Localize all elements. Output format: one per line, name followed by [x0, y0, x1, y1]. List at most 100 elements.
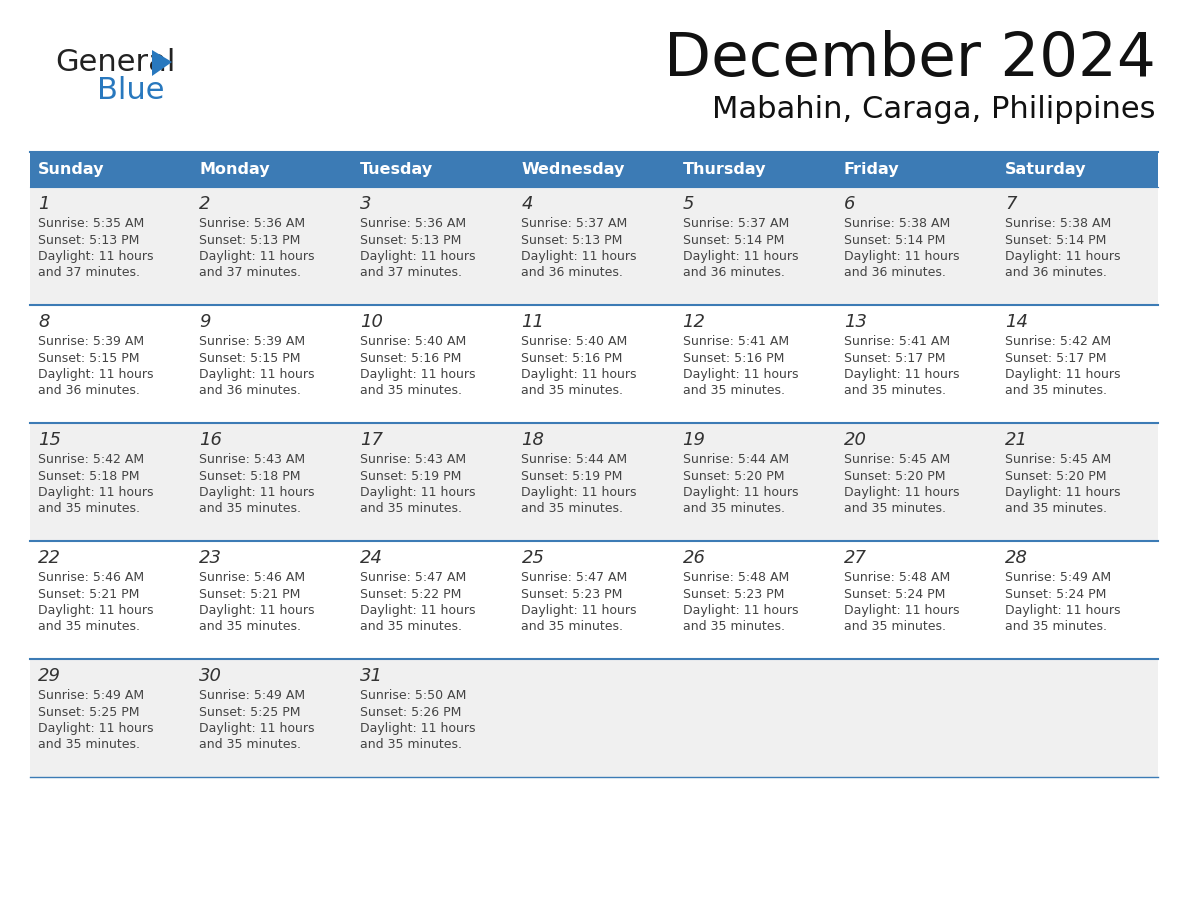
- Bar: [513, 187, 675, 305]
- Text: Sunrise: 5:36 AM: Sunrise: 5:36 AM: [200, 217, 305, 230]
- Bar: [30, 423, 191, 541]
- Text: Sunset: 5:15 PM: Sunset: 5:15 PM: [38, 352, 139, 364]
- Text: Sunset: 5:15 PM: Sunset: 5:15 PM: [200, 352, 301, 364]
- Bar: [675, 423, 835, 541]
- Text: Thursday: Thursday: [683, 162, 766, 177]
- Bar: [353, 152, 513, 187]
- Text: Sunrise: 5:40 AM: Sunrise: 5:40 AM: [522, 335, 627, 348]
- Text: Daylight: 11 hours: Daylight: 11 hours: [843, 486, 959, 499]
- Text: and 36 minutes.: and 36 minutes.: [38, 385, 140, 397]
- Bar: [353, 541, 513, 659]
- Text: 21: 21: [1005, 431, 1028, 449]
- Text: Daylight: 11 hours: Daylight: 11 hours: [843, 368, 959, 381]
- Text: Sunrise: 5:42 AM: Sunrise: 5:42 AM: [38, 453, 144, 466]
- Polygon shape: [152, 50, 172, 76]
- Text: 16: 16: [200, 431, 222, 449]
- Text: Sunrise: 5:41 AM: Sunrise: 5:41 AM: [683, 335, 789, 348]
- Text: Daylight: 11 hours: Daylight: 11 hours: [200, 486, 315, 499]
- Text: Daylight: 11 hours: Daylight: 11 hours: [683, 250, 798, 263]
- Bar: [513, 423, 675, 541]
- Text: Sunset: 5:14 PM: Sunset: 5:14 PM: [683, 233, 784, 247]
- Text: and 35 minutes.: and 35 minutes.: [683, 385, 784, 397]
- Text: and 35 minutes.: and 35 minutes.: [1005, 385, 1107, 397]
- Text: 11: 11: [522, 313, 544, 331]
- Text: 15: 15: [38, 431, 61, 449]
- Text: and 35 minutes.: and 35 minutes.: [38, 502, 140, 516]
- Bar: [30, 187, 191, 305]
- Bar: [30, 305, 191, 423]
- Text: Daylight: 11 hours: Daylight: 11 hours: [38, 250, 153, 263]
- Text: Sunset: 5:18 PM: Sunset: 5:18 PM: [200, 469, 301, 483]
- Text: Sunset: 5:25 PM: Sunset: 5:25 PM: [38, 706, 139, 719]
- Text: Sunset: 5:24 PM: Sunset: 5:24 PM: [843, 588, 946, 600]
- Text: Sunset: 5:13 PM: Sunset: 5:13 PM: [200, 233, 301, 247]
- Text: Friday: Friday: [843, 162, 899, 177]
- Bar: [835, 423, 997, 541]
- Text: Sunrise: 5:49 AM: Sunrise: 5:49 AM: [200, 689, 305, 702]
- Text: Daylight: 11 hours: Daylight: 11 hours: [522, 368, 637, 381]
- Text: 22: 22: [38, 549, 61, 567]
- Text: Daylight: 11 hours: Daylight: 11 hours: [683, 486, 798, 499]
- Text: Sunset: 5:20 PM: Sunset: 5:20 PM: [1005, 469, 1106, 483]
- Text: Daylight: 11 hours: Daylight: 11 hours: [683, 368, 798, 381]
- Text: Sunset: 5:23 PM: Sunset: 5:23 PM: [683, 588, 784, 600]
- Text: 14: 14: [1005, 313, 1028, 331]
- Bar: [997, 305, 1158, 423]
- Text: and 35 minutes.: and 35 minutes.: [360, 385, 462, 397]
- Text: 6: 6: [843, 195, 855, 213]
- Text: Sunset: 5:22 PM: Sunset: 5:22 PM: [360, 588, 462, 600]
- Text: General: General: [55, 48, 176, 77]
- Text: Sunset: 5:16 PM: Sunset: 5:16 PM: [360, 352, 462, 364]
- Text: and 35 minutes.: and 35 minutes.: [200, 621, 301, 633]
- Bar: [513, 659, 675, 777]
- Text: Sunrise: 5:42 AM: Sunrise: 5:42 AM: [1005, 335, 1111, 348]
- Bar: [835, 659, 997, 777]
- Text: Sunrise: 5:49 AM: Sunrise: 5:49 AM: [1005, 571, 1111, 584]
- Text: Sunset: 5:23 PM: Sunset: 5:23 PM: [522, 588, 623, 600]
- Text: Sunrise: 5:37 AM: Sunrise: 5:37 AM: [683, 217, 789, 230]
- Bar: [835, 305, 997, 423]
- Text: 25: 25: [522, 549, 544, 567]
- Text: Daylight: 11 hours: Daylight: 11 hours: [1005, 604, 1120, 617]
- Text: Sunrise: 5:43 AM: Sunrise: 5:43 AM: [360, 453, 467, 466]
- Bar: [997, 659, 1158, 777]
- Bar: [191, 305, 353, 423]
- Text: Sunrise: 5:50 AM: Sunrise: 5:50 AM: [360, 689, 467, 702]
- Text: and 35 minutes.: and 35 minutes.: [1005, 621, 1107, 633]
- Text: Sunrise: 5:46 AM: Sunrise: 5:46 AM: [200, 571, 305, 584]
- Text: Daylight: 11 hours: Daylight: 11 hours: [200, 722, 315, 735]
- Text: 19: 19: [683, 431, 706, 449]
- Text: and 35 minutes.: and 35 minutes.: [522, 502, 624, 516]
- Text: Sunrise: 5:36 AM: Sunrise: 5:36 AM: [360, 217, 467, 230]
- Text: 3: 3: [360, 195, 372, 213]
- Bar: [997, 541, 1158, 659]
- Text: December 2024: December 2024: [664, 30, 1156, 89]
- Text: and 35 minutes.: and 35 minutes.: [200, 738, 301, 752]
- Text: Sunrise: 5:43 AM: Sunrise: 5:43 AM: [200, 453, 305, 466]
- Text: Sunset: 5:26 PM: Sunset: 5:26 PM: [360, 706, 462, 719]
- Text: and 35 minutes.: and 35 minutes.: [522, 621, 624, 633]
- Text: Tuesday: Tuesday: [360, 162, 434, 177]
- Bar: [353, 423, 513, 541]
- Text: and 35 minutes.: and 35 minutes.: [38, 738, 140, 752]
- Bar: [30, 541, 191, 659]
- Text: and 35 minutes.: and 35 minutes.: [38, 621, 140, 633]
- Text: and 35 minutes.: and 35 minutes.: [360, 502, 462, 516]
- Text: Sunrise: 5:47 AM: Sunrise: 5:47 AM: [360, 571, 467, 584]
- Text: Sunset: 5:13 PM: Sunset: 5:13 PM: [360, 233, 462, 247]
- Text: Daylight: 11 hours: Daylight: 11 hours: [38, 722, 153, 735]
- Bar: [353, 659, 513, 777]
- Text: Daylight: 11 hours: Daylight: 11 hours: [360, 486, 475, 499]
- Text: 12: 12: [683, 313, 706, 331]
- Text: Mabahin, Caraga, Philippines: Mabahin, Caraga, Philippines: [713, 95, 1156, 124]
- Text: Daylight: 11 hours: Daylight: 11 hours: [522, 250, 637, 263]
- Bar: [835, 541, 997, 659]
- Text: and 36 minutes.: and 36 minutes.: [1005, 266, 1107, 279]
- Text: and 36 minutes.: and 36 minutes.: [522, 266, 624, 279]
- Text: 18: 18: [522, 431, 544, 449]
- Text: Sunset: 5:14 PM: Sunset: 5:14 PM: [1005, 233, 1106, 247]
- Text: 8: 8: [38, 313, 50, 331]
- Text: 2: 2: [200, 195, 210, 213]
- Text: Daylight: 11 hours: Daylight: 11 hours: [522, 604, 637, 617]
- Text: and 35 minutes.: and 35 minutes.: [522, 385, 624, 397]
